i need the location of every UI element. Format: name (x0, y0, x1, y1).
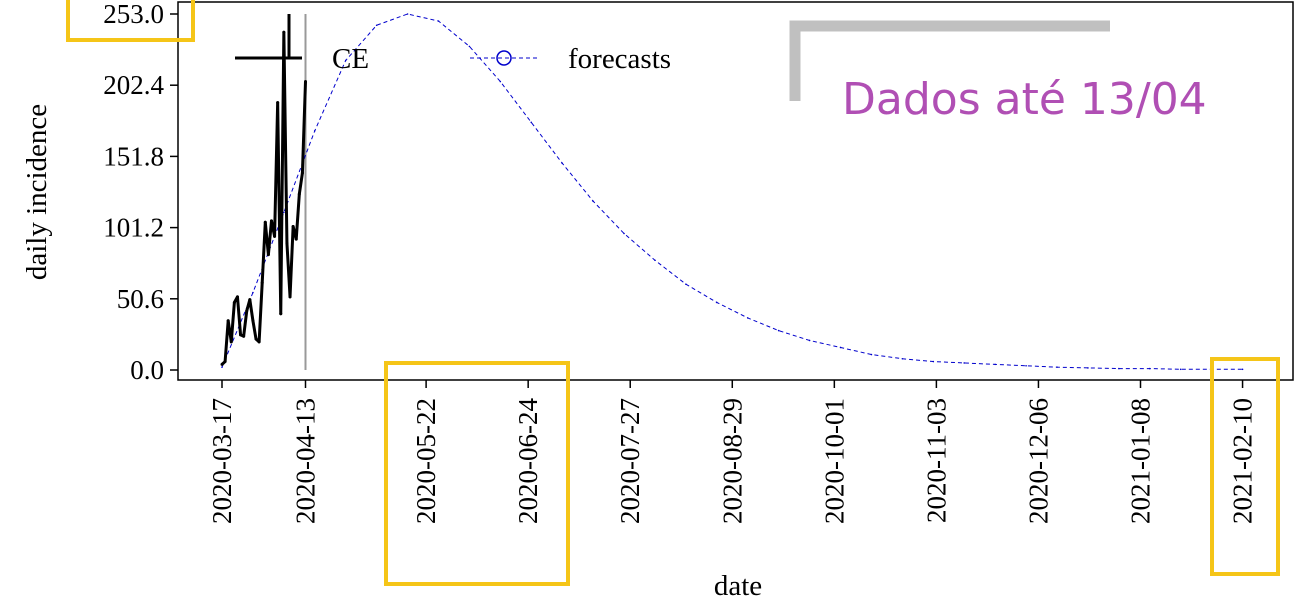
ce-point (279, 312, 283, 316)
ce-point (226, 319, 230, 323)
x-tick-label: 2020-08-29 (717, 398, 747, 524)
forecast-point (746, 317, 749, 319)
ce-point (239, 333, 243, 337)
ce-point (242, 334, 246, 338)
ce-point (291, 224, 295, 228)
y-tick-label: 202.4 (103, 70, 164, 100)
ce-point (288, 295, 292, 299)
forecast-point (1056, 366, 1058, 368)
forecast-point (1148, 367, 1151, 370)
series-ce-line (220, 30, 307, 366)
x-tick-label: 2020-12-06 (1023, 398, 1053, 524)
forecast-point (406, 13, 409, 15)
ce-point (254, 337, 258, 341)
highlight-box-ymax (66, 0, 195, 42)
ce-point (269, 219, 273, 223)
legend-forecasts-label: forecasts (568, 43, 671, 75)
y-axis: 0.0 50.6 101.2 151.8 202.4 253.0 (103, 0, 178, 385)
forecast-point (1025, 364, 1027, 367)
forecast-point (1118, 367, 1120, 370)
ce-point (276, 101, 280, 105)
highlight-box-end-date (1210, 357, 1280, 576)
ce-point (223, 360, 227, 364)
ce-point (294, 237, 298, 241)
ce-point (260, 281, 264, 285)
plot-area (177, 1, 1294, 381)
legend: CE forecasts (235, 14, 671, 75)
forecast-point (344, 59, 347, 62)
x-tick-label: 2021-01-08 (1126, 398, 1156, 524)
forecast-point (716, 301, 718, 304)
y-tick-label: 0.0 (130, 355, 164, 385)
annotation-text: Dados até 13/04 (842, 74, 1207, 125)
x-tick-label: 2020-03-17 (207, 398, 237, 524)
series-forecasts-line (221, 13, 1243, 370)
x-axis: 2020-03-17 2020-04-13 2020-05-22 2020-06-24… (207, 380, 1258, 524)
forecast-point (313, 129, 316, 132)
ce-point (282, 30, 286, 34)
forecast-point (592, 200, 594, 202)
forecast-point (870, 353, 873, 356)
x-tick-label: 2020-04-13 (291, 398, 321, 524)
ce-point (248, 298, 252, 302)
ce-point (232, 300, 236, 304)
highlight-box-mid-dates (384, 361, 570, 586)
y-tick-label: 151.8 (103, 141, 164, 171)
ce-point (229, 340, 233, 344)
forecast-point (994, 363, 996, 366)
forecast-point (623, 232, 625, 235)
forecast-point (561, 162, 563, 164)
legend-ce-label: CE (332, 43, 369, 75)
x-tick-label: 2021-02-10 (1228, 398, 1258, 524)
forecast-point (901, 357, 904, 360)
forecast-point (221, 366, 223, 368)
ce-point (300, 171, 304, 175)
ce-point (273, 234, 277, 238)
ce-point (266, 253, 270, 257)
x-tick-label: 2020-06-24 (513, 398, 543, 524)
ce-point (257, 340, 261, 344)
forecast-point (1179, 368, 1182, 371)
y-tick-label: 50.6 (117, 284, 164, 314)
x-axis-title: date (714, 570, 762, 600)
ce-point (251, 319, 255, 323)
x-tick-label: 2020-05-22 (411, 398, 441, 524)
forecast-point (777, 329, 780, 332)
forecast-point (654, 259, 656, 262)
forecast-point (252, 291, 254, 294)
forecast-point (530, 121, 533, 124)
ce-point (285, 241, 289, 245)
forecast-point (1087, 367, 1089, 369)
data-points (220, 13, 1244, 371)
forecast-point (685, 283, 687, 285)
forecast-point (437, 20, 440, 22)
forecast-point (1241, 368, 1244, 371)
x-tick-label: 2020-11-03 (921, 398, 951, 523)
ce-point (235, 295, 239, 299)
x-tick-label: 2020-07-27 (615, 398, 645, 524)
forecast-point (963, 362, 966, 364)
forecast-point (468, 45, 471, 48)
forecast-point (839, 346, 842, 349)
forecast-point (283, 211, 285, 214)
y-axis-title: daily incidence (21, 104, 53, 280)
forecast-point (932, 360, 935, 363)
y-tick-label: 253.0 (103, 0, 164, 29)
annotation-bracket (789, 20, 1110, 101)
ce-point (304, 80, 308, 84)
legend-forecasts-marker (496, 50, 512, 66)
ce-point (220, 362, 224, 366)
forecast-point (499, 80, 502, 83)
ce-point (245, 309, 249, 313)
ce-point (297, 192, 301, 196)
forecast-point (808, 339, 811, 342)
x-tick-label: 2020-10-01 (819, 398, 849, 524)
y-tick-label: 101.2 (103, 213, 164, 243)
ce-point (263, 220, 267, 224)
forecast-point (375, 24, 378, 27)
